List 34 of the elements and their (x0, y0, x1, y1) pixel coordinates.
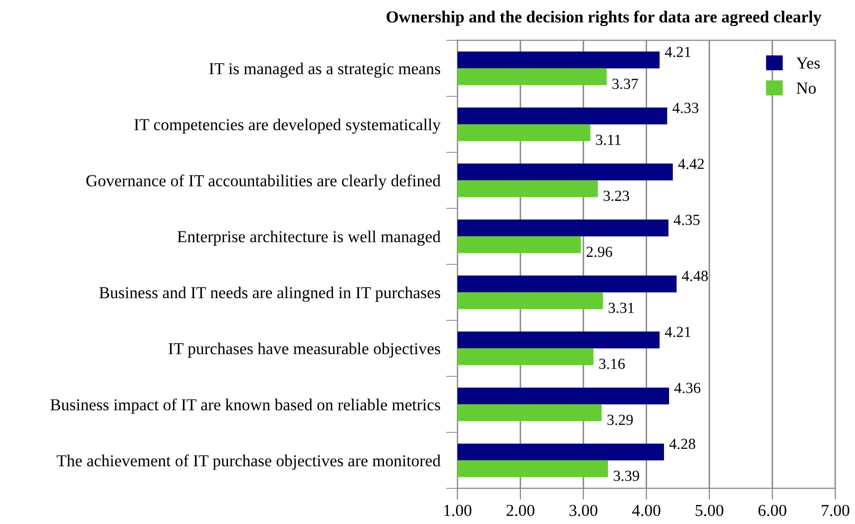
x-tick-label: 6.00 (758, 504, 786, 516)
y-tick-label: Business and IT needs are alingned in IT purchases (99, 286, 440, 302)
x-tick-label: 7.00 (822, 504, 850, 516)
data-label: 4.42 (678, 158, 704, 170)
y-tick-label: IT competencies are developed systematically (134, 118, 441, 134)
x-tick-label: 5.00 (696, 504, 724, 516)
y-tick-label: Governance of IT accountabilities are clearly defined (86, 174, 441, 190)
data-label: 4.28 (669, 438, 696, 450)
data-label: 3.37 (612, 78, 638, 90)
data-label: 3.31 (608, 302, 634, 314)
y-tick-label: IT purchases have measurable objectives (168, 342, 440, 358)
data-label: 2.96 (586, 246, 612, 258)
data-label: 4.48 (682, 270, 708, 282)
data-label: 3.11 (596, 134, 621, 146)
x-tick-label: 2.00 (506, 504, 534, 516)
x-tick-label: 1.00 (444, 504, 472, 516)
x-tick-label: 3.00 (570, 504, 598, 516)
legend-label: No (796, 82, 816, 94)
data-label: 3.39 (614, 470, 640, 482)
data-label: 4.21 (664, 46, 690, 58)
legend-label: Yes (796, 58, 820, 69)
y-tick-label: IT is managed as a strategic means (209, 62, 440, 78)
y-tick-label: Enterprise architecture is well managed (177, 230, 441, 246)
data-label: 4.36 (674, 382, 700, 394)
data-label: 4.21 (664, 326, 690, 338)
chart-title: Ownership and the decision rights for data are agreed clearly (386, 10, 822, 26)
data-label: 4.35 (674, 214, 700, 226)
data-label: 3.23 (604, 190, 630, 202)
data-label: 3.29 (607, 414, 633, 426)
y-tick-label: The achievement of IT purchase objectives are monitored (56, 454, 441, 470)
x-tick-label: 4.00 (632, 504, 660, 516)
data-label: 3.16 (599, 358, 625, 370)
y-tick-label: Business impact of IT are known based on reliable metrics (50, 398, 440, 414)
data-label: 4.33 (672, 102, 698, 114)
